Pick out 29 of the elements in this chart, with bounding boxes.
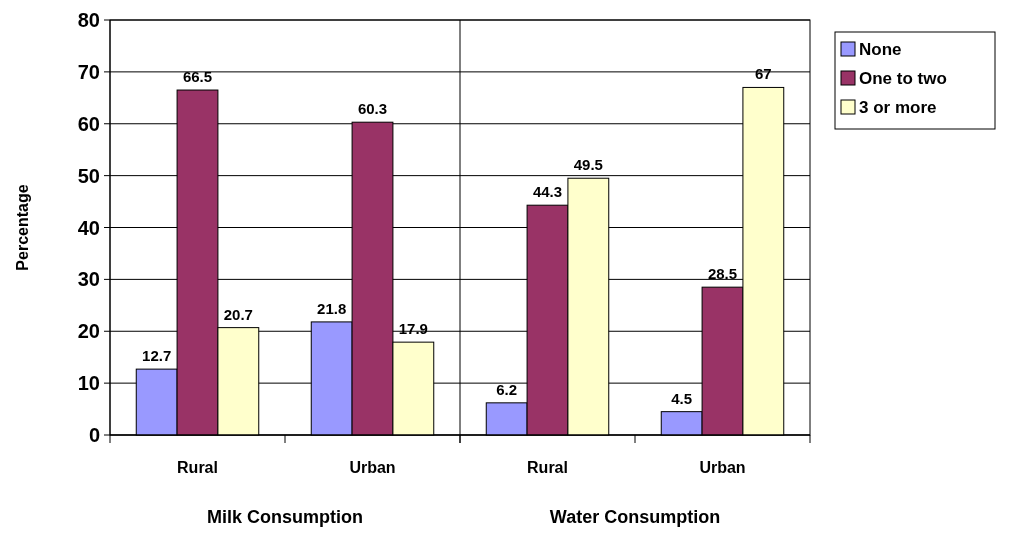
data-label: 49.5 (573, 156, 603, 174)
y-tick-label: 40 (77, 216, 100, 239)
data-label: 12.7 (142, 347, 172, 365)
text: Milk Consumption (207, 507, 363, 527)
legend-label: None (859, 39, 902, 59)
y-axis-title: Percentage (14, 184, 31, 271)
data-label: 21.8 (317, 299, 347, 317)
x-tick-label: Rural (177, 459, 218, 476)
y-tick-label: 10 (77, 372, 100, 395)
data-label: 60.3 (357, 100, 388, 118)
y-tick-label: 70 (77, 60, 100, 83)
data-label: 20.7 (223, 305, 253, 323)
legend-label: One to two (859, 68, 947, 88)
y-tick-label: 20 (77, 320, 100, 343)
data-label: 4.5 (671, 389, 693, 407)
y-tick-label: 30 (77, 268, 100, 291)
y-tick-label: 60 (77, 112, 100, 135)
data-label: 66.5 (182, 68, 213, 86)
y-tick-label: 0 (88, 424, 100, 446)
y-tick-label: 50 (77, 164, 100, 187)
legend-label: 3 or more (859, 97, 937, 117)
x-tick-label: Rural (527, 459, 568, 476)
text: Water Consumption (549, 507, 721, 527)
x-tick-label: Urban (699, 459, 746, 476)
data-label: 44.3 (532, 183, 563, 201)
x-tick-label: Urban (349, 459, 396, 476)
data-label: 28.5 (707, 265, 738, 283)
data-label: 6.2 (496, 380, 518, 398)
y-tick-label: 80 (77, 9, 100, 31)
